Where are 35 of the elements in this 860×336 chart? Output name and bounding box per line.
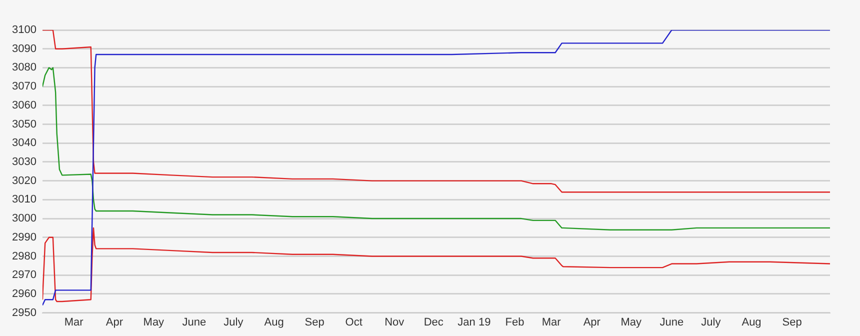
y-tick-label: 3040 (12, 137, 36, 150)
x-tick-label: June (660, 316, 684, 328)
y-tick-label: 3080 (12, 62, 36, 74)
x-tick-label: July (701, 316, 722, 328)
x-tick-label: Sep (304, 316, 324, 328)
y-tick-label: 3030 (12, 156, 36, 168)
x-tick-label: Mar (542, 316, 562, 328)
y-tick-label: 2970 (12, 269, 36, 282)
x-tick-label: Jan 19 (458, 316, 491, 328)
y-tick-label: 2960 (12, 288, 36, 300)
x-tick-label: Mar (64, 316, 84, 328)
y-tick-label: 2950 (12, 306, 36, 319)
x-tick-label: Apr (583, 316, 601, 328)
y-tick-label: 3090 (12, 42, 36, 55)
x-tick-label: July (224, 316, 244, 328)
y-tick-label: 2980 (12, 250, 36, 262)
x-tick-label: Oct (345, 316, 362, 328)
x-tick-label: Sep (782, 316, 802, 328)
x-tick-label: May (620, 316, 642, 328)
y-tick-label: 3060 (12, 99, 36, 112)
x-tick-label: June (182, 316, 206, 328)
x-tick-label: Aug (264, 316, 284, 328)
x-tick-label: Apr (106, 316, 124, 328)
x-tick-label: Feb (505, 316, 524, 328)
x-tick-label: Dec (424, 316, 444, 328)
y-tick-label: 3100 (12, 24, 36, 36)
y-tick-label: 3070 (12, 80, 36, 93)
y-tick-label: 3020 (12, 174, 36, 187)
x-tick-label: May (143, 316, 165, 328)
x-tick-label: Nov (384, 316, 405, 328)
y-tick-label: 3010 (12, 194, 36, 206)
y-tick-label: 2990 (12, 231, 36, 244)
y-tick-label: 3050 (12, 118, 36, 130)
x-tick-label: Aug (742, 316, 762, 328)
y-tick-label: 3000 (12, 212, 36, 225)
